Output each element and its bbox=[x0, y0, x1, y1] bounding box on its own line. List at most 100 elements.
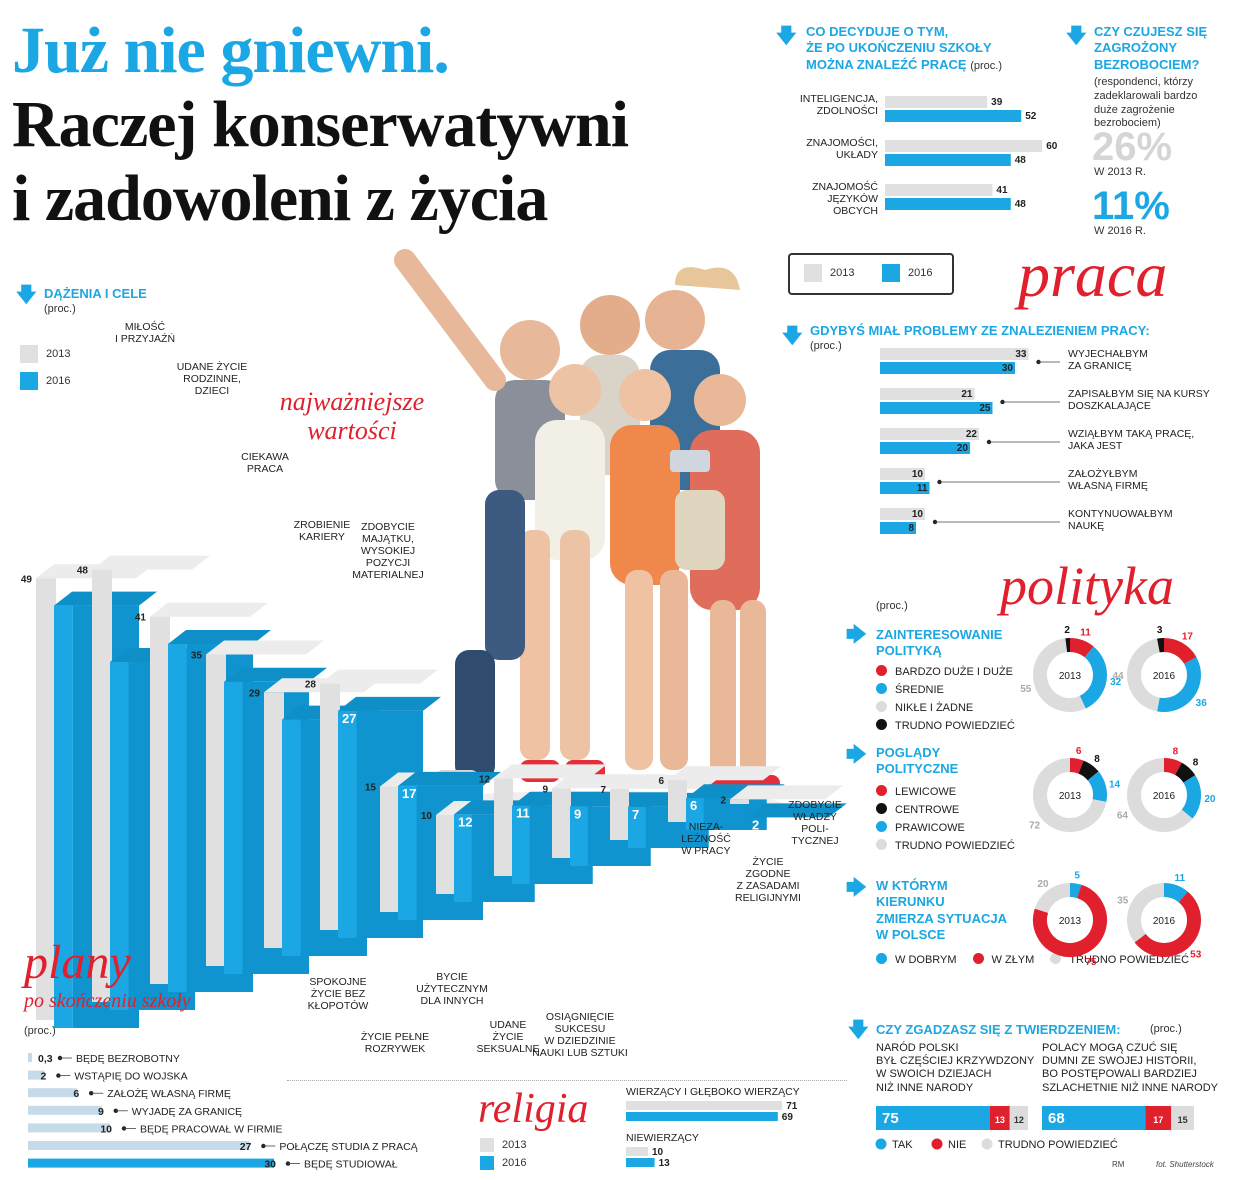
bar-2013 bbox=[626, 1101, 783, 1110]
stacked-bar-segment bbox=[1145, 1106, 1172, 1130]
category-label-line: DOSZKALAJĄCE bbox=[1068, 400, 1151, 412]
section-plany: plany bbox=[24, 936, 131, 989]
legend-label: BARDZO DUŻE I DUŻE bbox=[895, 666, 1013, 678]
category-label-line: KŁOPOTÓW bbox=[308, 999, 369, 1012]
slice-value-label: 8 bbox=[1173, 746, 1179, 757]
category-label: ZAŁOŻYŁBYM WŁASNĄ FIRMĘ bbox=[1068, 467, 1148, 492]
poglady-title: POGLĄDY POLITYCZNE bbox=[876, 745, 958, 778]
bar-2013 bbox=[264, 692, 284, 948]
legend-swatch-2013 bbox=[20, 345, 38, 363]
value-label-2013: 10 bbox=[652, 1147, 664, 1158]
donut-year-label: 2016 bbox=[1153, 916, 1176, 927]
legend-dot bbox=[876, 839, 887, 850]
bar-2016 bbox=[110, 662, 129, 1010]
value-label-2016: 48 bbox=[1015, 155, 1027, 166]
right-arrow-icon: 🡆 bbox=[846, 744, 867, 766]
bar bbox=[28, 1053, 32, 1062]
note-line: zadeklarowali bardzo bbox=[1094, 89, 1198, 102]
category-label-line: KONTYNUOWAŁBYM bbox=[1068, 508, 1173, 520]
bezrobocie-title-line: CZY CZUJESZ SIĘ bbox=[1094, 24, 1208, 39]
decyduje-title-text: MOŻNA ZNALEŹĆ PRACĘ bbox=[806, 56, 967, 72]
category-label: BĘDĘ BEZROBOTNY bbox=[76, 1053, 180, 1065]
value-label: 30 bbox=[264, 1159, 276, 1171]
section-praca: praca bbox=[1018, 239, 1168, 310]
bezrobocie-title: CZY CZUJESZ SIĘ ZAGROŻONY BEZROBOCIEM? bbox=[1094, 24, 1207, 73]
category-label-line: OSIĄGNIĘCIE bbox=[546, 1011, 614, 1023]
slice-value-label: 11 bbox=[1174, 873, 1185, 884]
category-label-line: MAJĄTKU, bbox=[362, 533, 414, 545]
category-label-line: UDANE ŻYCIE bbox=[177, 360, 248, 373]
category-label: UDANE ŻYCIE SEKSUALNE bbox=[476, 1019, 539, 1055]
slice-value-label: 75 bbox=[1085, 957, 1097, 968]
value-label-2013: 21 bbox=[961, 389, 973, 400]
category-label-line: MATERIALNEJ bbox=[352, 569, 424, 581]
value-label-2016: 13 bbox=[659, 1158, 671, 1169]
leader-dot bbox=[261, 1143, 266, 1149]
title-line: POGLĄDY bbox=[876, 745, 941, 760]
legend-dot bbox=[876, 683, 887, 694]
value-label-2013: 41 bbox=[996, 185, 1008, 196]
slice-value-label: 17 bbox=[1182, 631, 1194, 642]
value-label: 27 bbox=[240, 1141, 252, 1153]
stacked-bar-segment bbox=[876, 1106, 990, 1130]
bar-2013 bbox=[880, 468, 925, 480]
donut-slice bbox=[1069, 638, 1094, 658]
bar bbox=[28, 1088, 78, 1098]
stacked-bar-segment bbox=[1042, 1106, 1146, 1130]
category-label-line: SPOKOJNE bbox=[309, 976, 366, 988]
zainteresowanie-legend: BARDZO DUŻE I DUŻE ŚREDNIE NIKŁE I ŻADNE TR… bbox=[876, 663, 1015, 735]
legend-label: TRUDNO POWIEDZIEĆ bbox=[895, 720, 1015, 732]
section-wartosci: najważniejsze wartości bbox=[279, 387, 425, 445]
twierdzenia-unit: (proc.) bbox=[1150, 1023, 1182, 1035]
category-label: ŻYCIE PEŁNE ROZRYWEK bbox=[361, 1030, 429, 1055]
donut-slice bbox=[1127, 883, 1165, 943]
category-label-line: SUKCESU bbox=[555, 1023, 606, 1035]
title-line: ZAINTERESOWANIE bbox=[876, 627, 1003, 642]
category-label: ZAŁOŻĘ WŁASNĄ FIRMĘ bbox=[107, 1087, 231, 1100]
segment-value-label: 15 bbox=[1178, 1115, 1188, 1125]
legend-dot bbox=[876, 665, 887, 676]
donut-slice bbox=[1157, 638, 1165, 653]
donut-slice bbox=[1078, 760, 1099, 781]
title-line: POLITYKĄ bbox=[876, 643, 942, 659]
legend-item: CENTROWE bbox=[876, 801, 1015, 819]
bar-2013 bbox=[668, 780, 687, 822]
bar bbox=[28, 1070, 45, 1080]
polityka-unit: (proc.) bbox=[876, 600, 908, 612]
category-label: WIERZĄCY I GŁĘBOKO WIERZĄCY bbox=[626, 1086, 800, 1098]
category-label-line: NIEZA- bbox=[689, 821, 724, 833]
category-label-line: ZA GRANICĘ bbox=[1068, 360, 1132, 372]
bar-2016 bbox=[880, 482, 930, 494]
legend-label: TAK bbox=[892, 1139, 913, 1151]
bar-2016 bbox=[880, 522, 916, 534]
person-figures bbox=[394, 249, 780, 795]
legend-label-2016: 2016 bbox=[908, 266, 933, 279]
decyduje-title: CO DECYDUJE O TYM, ŻE PO UKOŃCZENIU SZKO… bbox=[806, 24, 1002, 73]
bezrobocie-2013-value: 26% bbox=[1092, 125, 1173, 169]
bar-2013 bbox=[885, 184, 993, 196]
value-label-2016: 6 bbox=[690, 798, 697, 813]
category-label: WSTĄPIĘ DO WOJSKA bbox=[74, 1071, 187, 1083]
bar-2016 bbox=[282, 719, 301, 956]
category-label: UDANE ŻYCIE RODZINNE, DZIECI bbox=[177, 360, 248, 397]
legend-label: TRUDNO POWIEDZIEĆ bbox=[895, 840, 1015, 852]
legend-swatch-2016 bbox=[480, 1156, 494, 1170]
slice-value-label: 72 bbox=[1029, 820, 1041, 831]
legend-swatch-2016 bbox=[882, 264, 900, 282]
value-label-2013: 71 bbox=[786, 1101, 798, 1112]
down-arrow-icon: 🡇 bbox=[848, 1019, 869, 1041]
value-label-2016: 12 bbox=[458, 814, 472, 829]
legend-swatch-2013 bbox=[480, 1138, 494, 1152]
bar-2013-top bbox=[206, 640, 324, 655]
value-label-2013: 33 bbox=[1015, 349, 1027, 360]
decyduje-title-line: MOŻNA ZNALEŹĆ PRACĘ (proc.) bbox=[806, 57, 1002, 74]
plany-chart: 0,3 BĘDĘ BEZROBOTNY 2 WSTĄPIĘ DO WOJSKA 6 ZAŁ… bbox=[28, 1053, 419, 1171]
slice-value-label: 55 bbox=[1020, 684, 1032, 695]
bar-2013 bbox=[730, 799, 749, 804]
bar-2013 bbox=[436, 815, 455, 894]
slice-value-label: 8 bbox=[1193, 757, 1199, 768]
category-label-line: ZNAJOMOŚĆ bbox=[812, 180, 878, 193]
category-label: WYJECHAŁBYM ZA GRANICĘ bbox=[1068, 348, 1148, 372]
bar-2013 bbox=[880, 388, 975, 400]
legend-item: PRAWICOWE bbox=[876, 819, 1015, 837]
